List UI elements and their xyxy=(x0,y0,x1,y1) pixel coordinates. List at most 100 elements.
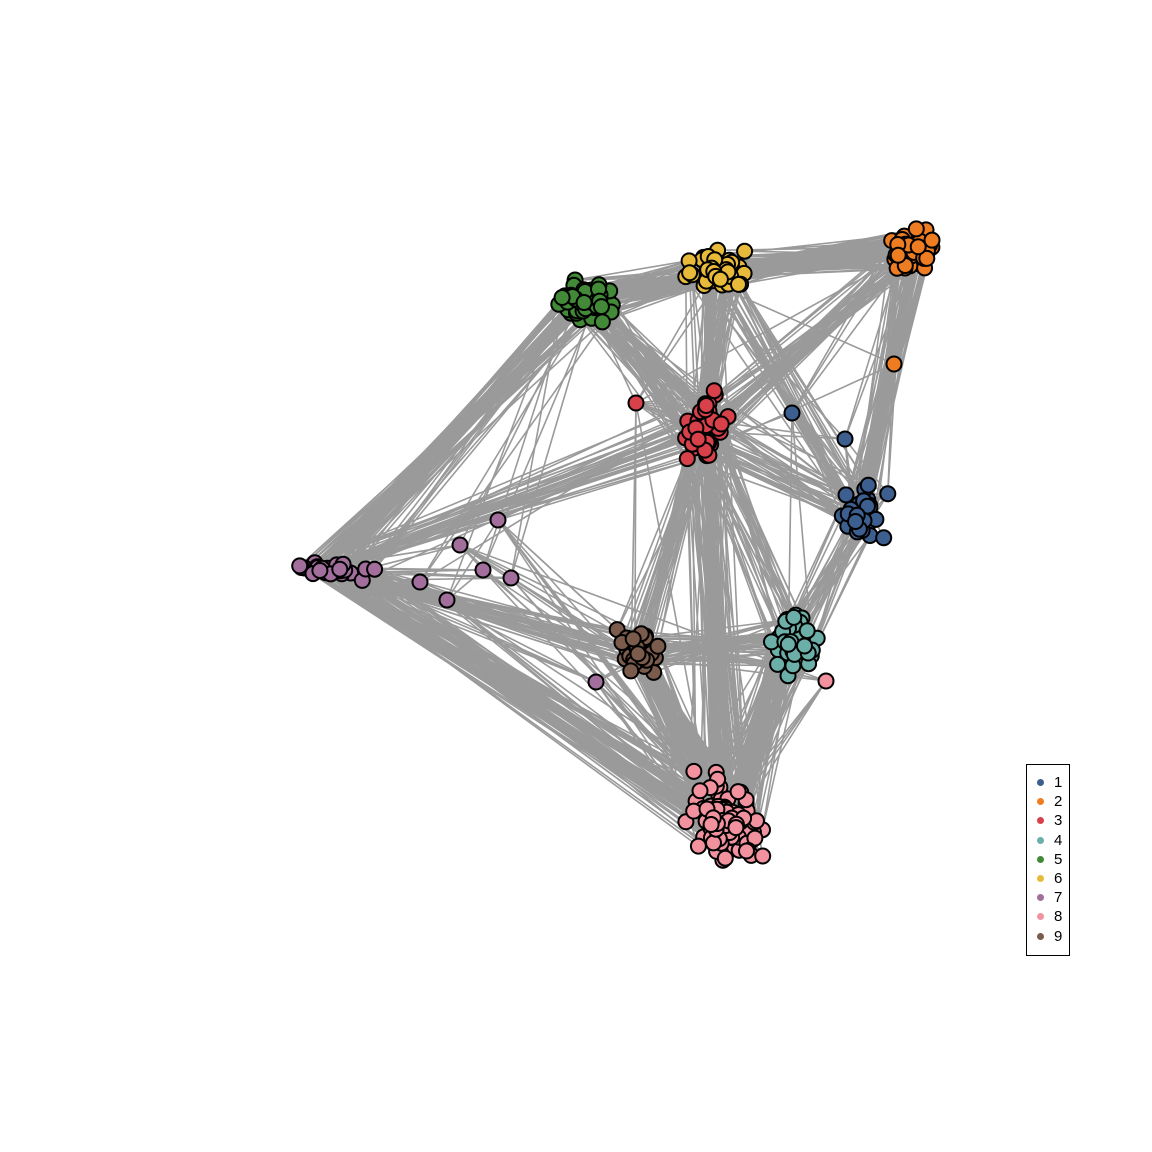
graph-edge xyxy=(634,402,637,645)
legend-item-5: 5 xyxy=(1027,850,1069,869)
graph-edge xyxy=(459,544,628,639)
graph-node-cluster-9 xyxy=(622,662,640,680)
graph-node-cluster-2 xyxy=(909,238,927,256)
graph-edge xyxy=(708,271,729,405)
legend-swatch xyxy=(1037,874,1044,882)
graph-edge xyxy=(635,402,861,524)
graph-node-cluster-7 xyxy=(502,569,520,587)
graph-edge xyxy=(344,569,597,683)
graph-edge xyxy=(330,294,596,575)
graph-edge xyxy=(708,411,737,828)
graph-edge xyxy=(330,573,737,825)
graph-edge xyxy=(336,519,499,566)
graph-edge xyxy=(703,284,846,440)
graph-node-cluster-3 xyxy=(712,415,730,433)
graph-edge xyxy=(714,243,899,396)
graph-node-cluster-4 xyxy=(796,637,813,655)
graph-node-cluster-1 xyxy=(875,529,893,547)
legend-label: 8 xyxy=(1054,908,1063,926)
graph-node-cluster-9 xyxy=(629,645,647,663)
graph-node-cluster-7 xyxy=(331,560,349,578)
graph-node-cluster-7 xyxy=(489,511,507,529)
graph-node-cluster-7 xyxy=(411,573,429,591)
graph-node-cluster-1 xyxy=(836,430,854,448)
legend-label: 2 xyxy=(1054,793,1063,811)
graph-node-cluster-2 xyxy=(885,355,903,373)
graph-node-cluster-7 xyxy=(366,560,384,578)
graph-edge xyxy=(304,298,591,569)
graph-node-cluster-5 xyxy=(553,289,571,306)
graph-node-cluster-3 xyxy=(678,450,696,468)
graph-edge xyxy=(336,564,711,789)
graph-node-cluster-7 xyxy=(438,591,456,609)
graph-edge xyxy=(688,281,708,433)
graph-edge xyxy=(687,243,904,422)
legend: 1 2 3 4 5 6 7 8 9 xyxy=(1026,764,1070,956)
graph-node-cluster-9 xyxy=(649,637,667,655)
legend-swatch xyxy=(1037,836,1044,844)
legend-swatch xyxy=(1037,817,1044,825)
graph-node-cluster-6 xyxy=(736,242,754,260)
graph-edge xyxy=(621,458,689,643)
graph-node-cluster-1 xyxy=(783,404,801,422)
graph-node-cluster-8 xyxy=(705,834,722,852)
graph-edge xyxy=(710,420,846,440)
graph-edge xyxy=(304,409,706,569)
graph-edge xyxy=(419,311,612,583)
legend-item-8: 8 xyxy=(1027,907,1069,926)
graph-edge xyxy=(316,566,720,840)
graph-edge xyxy=(687,254,911,422)
graph-edge xyxy=(708,403,804,651)
graph-edge xyxy=(319,293,585,572)
graph-edge xyxy=(720,423,869,500)
graph-edge xyxy=(321,567,717,830)
graph-node-cluster-2 xyxy=(889,246,907,264)
graph-edge xyxy=(336,293,585,566)
graph-edge xyxy=(634,435,702,645)
legend-label: 6 xyxy=(1054,869,1063,887)
graph-node-cluster-5 xyxy=(593,313,611,331)
legend-swatch xyxy=(1037,894,1044,902)
legend-item-6: 6 xyxy=(1027,869,1069,888)
legend-swatch xyxy=(1037,913,1044,921)
graph-edge xyxy=(336,544,461,566)
graph-edge xyxy=(446,519,499,601)
graph-node-cluster-3 xyxy=(705,382,723,400)
graph-edge xyxy=(339,568,714,844)
graph-edge xyxy=(300,308,587,569)
graph-edge xyxy=(646,614,796,661)
graph-edge xyxy=(720,423,780,638)
graph-edge xyxy=(730,267,906,278)
graph-edge xyxy=(497,431,690,521)
graph-node-cluster-4 xyxy=(785,608,803,626)
graph-edge xyxy=(361,427,697,582)
graph-node-cluster-8 xyxy=(817,672,835,690)
graph-edge xyxy=(791,244,899,414)
graph-edge xyxy=(582,310,687,439)
graph-edge xyxy=(319,431,721,572)
graph-edge xyxy=(857,228,918,520)
graph-edge xyxy=(459,544,646,637)
graph-node-cluster-2 xyxy=(923,231,941,249)
graph-edge xyxy=(497,519,731,833)
graph-node-cluster-8 xyxy=(716,849,734,867)
graph-node-cluster-6 xyxy=(730,275,747,293)
legend-item-3: 3 xyxy=(1027,811,1069,830)
graph-edge xyxy=(327,454,710,574)
graph-edge xyxy=(299,301,592,567)
graph-edge xyxy=(726,266,849,515)
graph-edge xyxy=(688,272,697,429)
graph-node-cluster-4 xyxy=(769,655,787,673)
graph-edge xyxy=(744,250,910,256)
graph-node-cluster-1 xyxy=(879,485,897,503)
legend-label: 3 xyxy=(1054,812,1063,830)
graph-node-cluster-7 xyxy=(587,673,605,691)
graph-node-cluster-4 xyxy=(779,635,797,653)
graph-edge xyxy=(318,569,724,822)
legend-label: 4 xyxy=(1054,831,1063,849)
graph-node-cluster-6 xyxy=(681,264,699,282)
graph-edge xyxy=(893,258,928,365)
graph-edge xyxy=(318,569,632,672)
graph-node-cluster-8 xyxy=(754,847,772,865)
graph-node-cluster-1 xyxy=(837,486,855,504)
